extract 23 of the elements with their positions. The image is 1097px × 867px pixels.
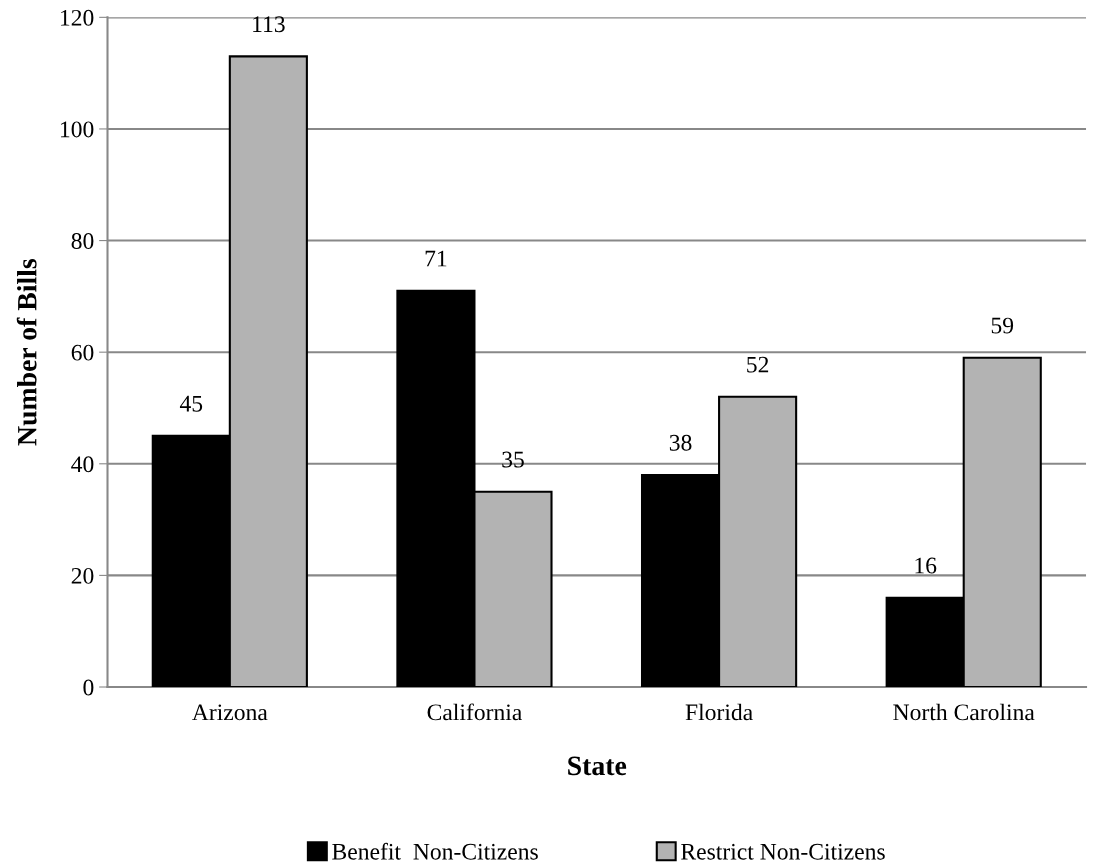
data-label: 45	[179, 395, 203, 412]
y-axis-title: Number of Bills	[16, 258, 37, 446]
y-tick-label: 20	[71, 567, 94, 584]
data-label: 35	[502, 451, 524, 468]
y-tick-label: 120	[60, 9, 94, 26]
x-tick-label: North Carolina	[893, 703, 1035, 721]
legend-label: Benefit Non-Citizens	[332, 842, 538, 860]
data-label: 59	[991, 317, 1014, 334]
y-tick-label: 60	[71, 344, 94, 361]
data-label: 113	[253, 16, 285, 33]
data-label: 16	[915, 557, 937, 574]
x-tick-label: California	[427, 703, 522, 721]
data-label: 71	[425, 250, 447, 267]
x-tick-label: Arizona	[192, 704, 268, 721]
x-tick-label: Florida	[685, 703, 753, 721]
y-tick-label: 80	[71, 233, 94, 249]
y-tick-label: 0	[83, 679, 94, 696]
y-tick-label: 40	[71, 456, 94, 473]
data-label: 38	[669, 434, 692, 451]
data-label: 52	[747, 356, 769, 373]
x-axis-title: State	[568, 756, 627, 776]
y-tick-label: 100	[60, 121, 94, 138]
legend-label: Restrict Non-Citizens	[681, 843, 885, 860]
